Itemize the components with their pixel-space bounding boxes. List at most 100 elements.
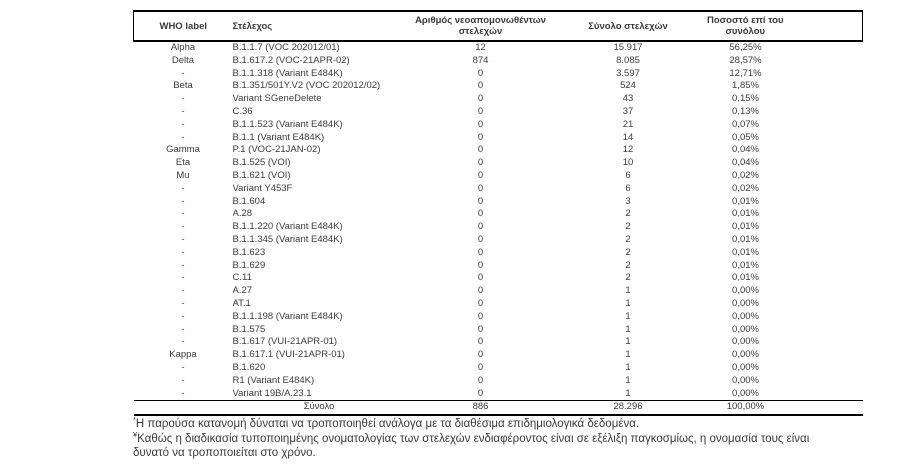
table-cell: 0,13%	[732, 105, 759, 117]
table-cell: 0,01%	[732, 208, 759, 220]
table-row: - Variant Y453F 0 6 0,02%	[134, 183, 863, 196]
table-cell: -	[181, 195, 185, 207]
table-cell: 37	[622, 105, 634, 117]
table-cell: 0	[477, 157, 484, 169]
table-cell: B.1.525 (VOI)	[232, 157, 291, 169]
table-row: - A.27 0 1 0,00%	[134, 285, 863, 298]
table-cell: 0	[477, 182, 484, 194]
table-cell: -	[181, 221, 185, 233]
table-row: Eta B.1.525 (VOI) 0 10 0,04%	[134, 157, 863, 170]
table-row: - B.1.575 0 1 0,00%	[134, 324, 863, 337]
table-cell: B.1.1.220 (Variant E484K)	[232, 221, 343, 233]
table-cell: 0	[477, 387, 484, 399]
table-cell: 1	[625, 361, 631, 373]
table-cell: 1	[625, 374, 631, 386]
table-cell: 0	[477, 118, 484, 130]
table-cell: 0,00%	[732, 387, 759, 399]
table-cell: 1	[625, 336, 631, 348]
table-cell: 12	[622, 144, 634, 156]
table-cell: -	[181, 118, 185, 130]
table-cell: -	[181, 93, 185, 105]
table-cell: AT.1	[232, 297, 251, 309]
table-cell: -	[181, 105, 185, 117]
table-row: Delta B.1.617.2 (VOC-21APR-02) 874 8.085 28,…	[134, 55, 863, 68]
table-row: - B.1.629 0 2 0,01%	[134, 260, 863, 273]
table-row: - AT.1 0 1 0,00%	[134, 298, 863, 311]
table-row: Alpha B.1.1.7 (VOC 202012/01) 12 15.917 56,2…	[134, 41, 863, 55]
table-row: Mu B.1.621 (VOI) 0 6 0,02%	[134, 170, 863, 183]
table-cell: 12	[475, 42, 486, 53]
table-cell: 0	[477, 80, 484, 92]
table-cell: 8.085	[616, 54, 640, 66]
table-cell: 0,02%	[732, 169, 759, 181]
footnote-1-marker: *	[133, 415, 136, 425]
table-row: Beta B.1.351/501Y.V2 (VOC 202012/02) 0 524 1…	[134, 80, 863, 93]
total-row-new-isolates: 886	[405, 400, 556, 417]
table-cell: -	[181, 259, 185, 271]
table-cell: B.1.604	[232, 195, 266, 207]
table-cell: -	[181, 336, 185, 348]
table-cell: B.1.617.1 (VUI-21APR-01)	[232, 349, 345, 361]
footnote-2-text: Καθώς η διαδικασία τυποποιημένης ονοματο…	[133, 432, 810, 460]
table-cell: 2	[625, 221, 631, 233]
table-row: - B.1.1.523 (Variant E484K) 0 21 0,07%	[134, 119, 863, 132]
table-cell: 0	[477, 297, 484, 309]
table-cell: -	[181, 310, 185, 322]
table-cell: B.1.621 (VOI)	[232, 169, 291, 181]
table-cell: 0	[477, 131, 484, 143]
footnotes: *Η παρούσα κατανομή δύναται να τροποποιη…	[133, 415, 883, 461]
table-cell: -	[181, 297, 185, 309]
table-row: - C.11 0 2 0,01%	[134, 272, 863, 285]
table-cell: B.1.623	[232, 246, 266, 258]
table-cell: Eta	[175, 157, 191, 169]
table-cell: 0,15%	[732, 93, 759, 105]
table-cell: 0	[477, 349, 484, 361]
table-cell: R1 (Variant E484K)	[232, 374, 315, 386]
table-cell: 6	[625, 182, 631, 194]
table-row: - B.1.1.198 (Variant E484K) 0 1 0,00%	[134, 311, 863, 324]
table-cell: 0,04%	[732, 144, 759, 156]
table-cell: 0,01%	[732, 233, 759, 245]
table-cell: Variant SGeneDelete	[232, 93, 322, 105]
table-cell: Mu	[176, 169, 190, 181]
table-cell: 0,00%	[732, 323, 759, 335]
table-row: - B.1.617 (VUI-21APR-01) 0 1 0,00%	[134, 336, 863, 349]
table-cell: 0	[477, 144, 484, 156]
table-cell: B.1.1.198 (Variant E484K)	[232, 310, 343, 322]
column-header-percent: Ποσοστό επί του συνόλου	[700, 11, 863, 42]
table-cell: 0	[477, 336, 484, 348]
table-cell: P.1 (VOC-21JAN-02)	[232, 144, 321, 156]
table-cell: 1	[625, 323, 631, 335]
table-row: - B.1.1.220 (Variant E484K) 0 2 0,01%	[134, 221, 863, 234]
table-cell: 2	[625, 259, 631, 271]
table-cell: 0,05%	[732, 131, 759, 143]
table-cell: 1	[625, 387, 631, 399]
table-cell: 0	[477, 285, 484, 297]
table-cell: 0	[477, 323, 484, 335]
footnote-2-marker: ¥	[133, 429, 138, 439]
table-cell: B.1.617 (VUI-21APR-01)	[232, 336, 338, 348]
table-cell: 0,01%	[732, 259, 759, 271]
table-cell: 0	[477, 93, 484, 105]
table-row: - A.28 0 2 0,01%	[134, 208, 863, 221]
table-cell: 874	[472, 54, 489, 66]
table-cell: 0,00%	[732, 374, 759, 386]
table-cell: B.1.620	[232, 361, 266, 373]
table-cell: 10	[622, 157, 634, 169]
table-cell: Beta	[173, 80, 193, 92]
table-row: - Variant 19B/A.23.1 0 1 0,00%	[134, 388, 863, 401]
table-cell: -	[181, 67, 185, 79]
table-cell: 0	[477, 221, 484, 233]
table-cell: B.1.575	[232, 323, 266, 335]
table-cell: 524	[620, 80, 636, 92]
table-cell: -	[181, 272, 185, 284]
table-cell: A.28	[232, 208, 253, 220]
table-cell: 28,57%	[729, 54, 762, 66]
table-cell: 0,00%	[732, 297, 759, 309]
variants-table: WHO label Στέλεχος Αριθμός νεοαπομονωθέν…	[133, 10, 863, 417]
table-cell: B.1.1.7 (VOC 202012/01)	[232, 42, 340, 53]
table-cell: 2	[625, 233, 631, 245]
table-cell: 43	[622, 93, 634, 105]
table-cell: -	[181, 285, 185, 297]
table-cell: Variant 19B/A.23.1	[232, 387, 312, 399]
